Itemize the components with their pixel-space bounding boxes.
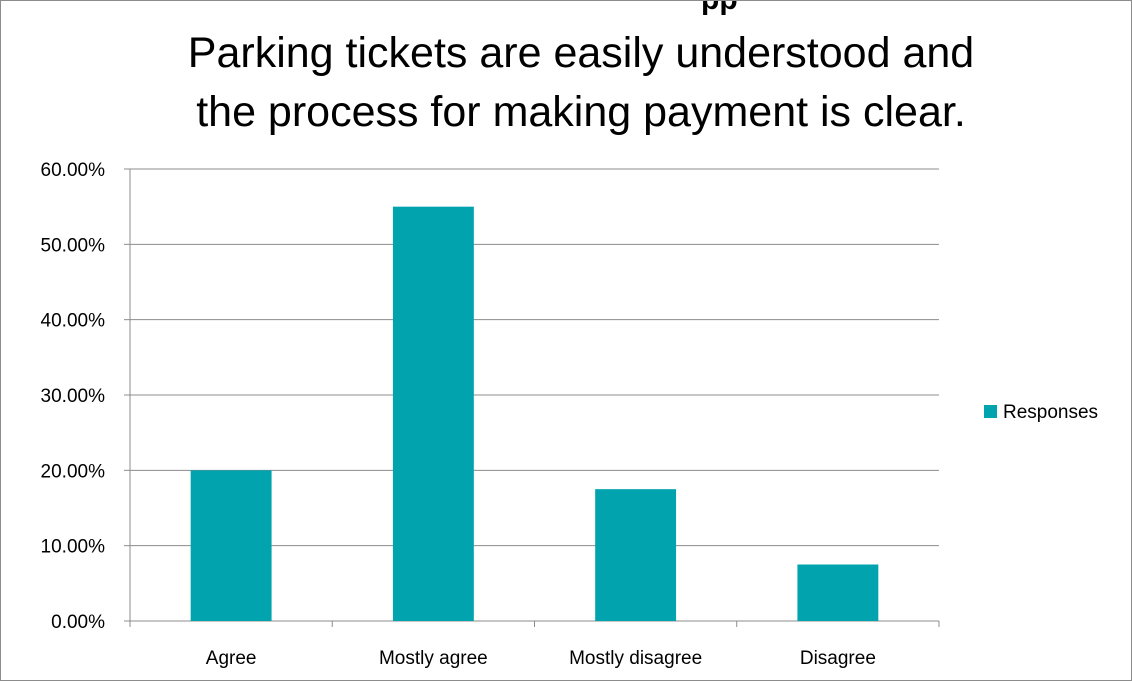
- bars: [190, 206, 879, 621]
- x-category-label: Agree: [206, 648, 257, 669]
- x-category-label: Disagree: [800, 648, 876, 669]
- clipped-header-text: pp: [701, 1, 738, 16]
- y-axis-tick-labels: 0.00% 10.00% 20.00% 30.00% 40.00% 50.00% 60.00…: [41, 160, 106, 633]
- y-tick-label: 30.00%: [41, 386, 106, 407]
- y-tick-label: 60.00%: [41, 160, 106, 181]
- y-tick-label: 20.00%: [41, 461, 106, 482]
- legend-label: Responses: [1003, 402, 1098, 423]
- chart-title-line-1: Parking tickets are easily understood an…: [188, 29, 974, 77]
- legend-swatch: [984, 405, 997, 418]
- x-axis-category-labels: Agree Mostly agree Mostly disagree Disagree: [206, 648, 876, 669]
- bar-mostly-disagree: [595, 489, 677, 621]
- legend: Responses: [984, 402, 1098, 423]
- bar-mostly-agree: [392, 206, 474, 621]
- y-tick-label: 0.00%: [51, 612, 105, 633]
- y-tick-label: 10.00%: [41, 537, 106, 558]
- y-tick-label: 50.00%: [41, 235, 106, 256]
- bar-agree: [190, 470, 272, 621]
- x-category-label: Mostly disagree: [569, 648, 702, 669]
- bar-disagree: [797, 564, 879, 621]
- x-category-label: Mostly agree: [379, 648, 488, 669]
- chart-title-line-2: the process for making payment is clear.: [196, 88, 966, 136]
- y-tick-label: 40.00%: [41, 311, 106, 332]
